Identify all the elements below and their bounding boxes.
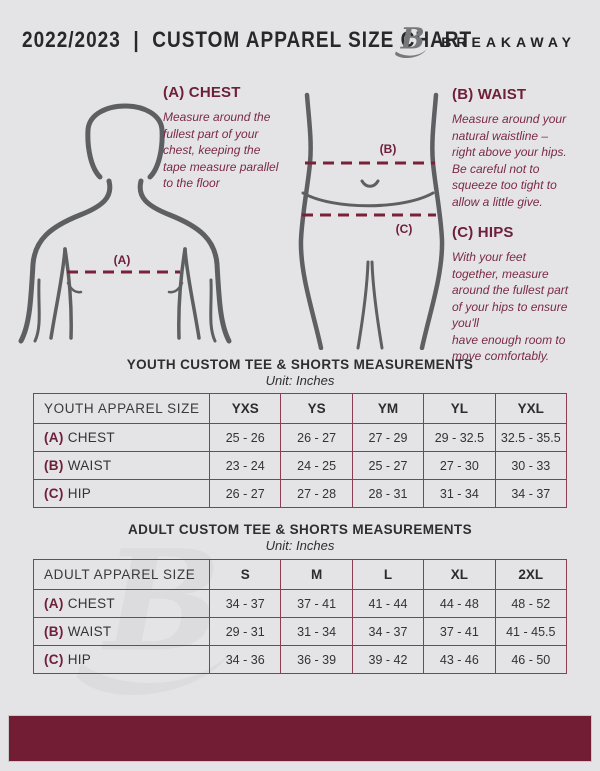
size-column-header: YS (280, 393, 353, 424)
measurement-cell: 24 - 25 (280, 451, 353, 480)
youth-section-title: YOUTH CUSTOM TEE & SHORTS MEASUREMENTS (126, 357, 474, 372)
measurement-cell: 41 - 44 (351, 589, 425, 618)
waist-instruction-body: Measure around your natural waistline – … (452, 112, 567, 209)
waist-instruction-heading: (B) WAIST (452, 86, 527, 103)
measurement-cell: 37 - 41 (280, 589, 353, 618)
size-column-header: S (208, 559, 282, 590)
measurement-cell: 27 - 30 (423, 451, 496, 480)
measurement-row: (C) HIP 26 - 27 27 - 28 28 - 31 31 - 34 34 - … (33, 479, 568, 508)
size-column-header: L (351, 559, 425, 590)
hip-line-label: (C) (396, 222, 413, 236)
size-column-header: YL (423, 393, 496, 424)
measurement-cell: 46 - 50 (494, 645, 568, 674)
measurement-cell: 30 - 33 (494, 451, 568, 480)
measurement-cell: 26 - 27 (280, 423, 353, 452)
brand-logo: B BREAKAWAY (394, 22, 576, 62)
brand-name: BREAKAWAY (441, 34, 576, 50)
row-letter: (C) (44, 486, 64, 501)
measurement-cell: 34 - 37 (208, 589, 282, 618)
waist-hip-instructions: (B) WAIST Measure around your natural wa… (452, 86, 594, 365)
measurement-cell: 31 - 34 (423, 479, 496, 508)
hips-instruction-heading: (C) HIPS (452, 224, 514, 241)
hips-instruction-body: With your feet together, measure around … (452, 250, 569, 363)
row-letter: (A) (44, 430, 64, 445)
measurement-row: (B) WAIST 23 - 24 24 - 25 25 - 27 27 - 30 30 … (33, 451, 568, 480)
apparel-size-header: YOUTH APPAREL SIZE (33, 393, 210, 424)
adult-section-unit: Unit: Inches (265, 538, 335, 553)
waist-line-label: (B) (380, 142, 397, 156)
measurement-cell: 34 - 37 (351, 617, 425, 646)
measurement-row: (A) CHEST 25 - 26 26 - 27 27 - 29 29 - 32.5 3… (33, 423, 568, 452)
row-letter: (B) (44, 458, 64, 473)
breakaway-b-icon: B (395, 22, 427, 59)
measurement-cell: 23 - 24 (208, 451, 282, 480)
measurement-label: (A) CHEST (33, 589, 210, 618)
row-letter: (C) (44, 652, 64, 667)
chest-line-label: (A) (114, 253, 131, 267)
measurement-cell: 34 - 36 (208, 645, 282, 674)
measurement-cell: 39 - 42 (351, 645, 425, 674)
size-column-header: YXL (494, 393, 568, 424)
measurement-label: (A) CHEST (33, 423, 210, 452)
measurement-cell: 27 - 29 (351, 423, 425, 452)
measurement-cell: 41 - 45.5 (494, 617, 568, 646)
measurement-cell: 48 - 52 (494, 589, 568, 618)
adult-size-table: ADULT APPAREL SIZE S M L XL 2XL (A) CHEST 34 - … (33, 559, 568, 674)
measurement-cell: 25 - 27 (351, 451, 425, 480)
measurement-cell: 29 - 31 (208, 617, 282, 646)
footer-accent-bar (8, 715, 592, 762)
size-header-row: YOUTH APPAREL SIZE YXS YS YM YL YXL (33, 393, 568, 424)
chest-instruction-heading: (A) CHEST (163, 84, 241, 101)
youth-section-unit: Unit: Inches (265, 373, 335, 388)
measurement-label: (B) WAIST (33, 451, 210, 480)
size-header-row: ADULT APPAREL SIZE S M L XL 2XL (33, 559, 568, 590)
size-column-header: YXS (208, 393, 282, 424)
chest-measurement-figure: (A) (18, 103, 232, 344)
measurement-cell: 25 - 26 (208, 423, 282, 452)
measurement-row: (A) CHEST 34 - 37 37 - 41 41 - 44 44 - 48 48 … (33, 589, 568, 618)
size-column-header: M (280, 559, 353, 590)
size-column-header: 2XL (494, 559, 568, 590)
adult-section-title: ADULT CUSTOM TEE & SHORTS MEASUREMENTS (128, 522, 472, 537)
measurement-cell: 37 - 41 (423, 617, 496, 646)
measurement-cell: 34 - 37 (494, 479, 568, 508)
chest-instruction-body: Measure around the fullest part of your … (163, 110, 279, 190)
measurement-row: (B) WAIST 29 - 31 31 - 34 34 - 37 37 - 41 41 … (33, 617, 568, 646)
measurement-label: (C) HIP (33, 645, 210, 674)
measurement-cell: 28 - 31 (351, 479, 425, 508)
measurement-cell: 31 - 34 (280, 617, 353, 646)
size-column-header: YM (351, 393, 425, 424)
measurement-label: (B) WAIST (33, 617, 210, 646)
youth-size-table: YOUTH APPAREL SIZE YXS YS YM YL YXL (A) CHEST 2… (33, 393, 568, 508)
measurement-cell: 36 - 39 (280, 645, 353, 674)
row-letter: (B) (44, 624, 64, 639)
apparel-size-header: ADULT APPAREL SIZE (33, 559, 210, 590)
row-letter: (A) (44, 596, 64, 611)
measurement-cell: 32.5 - 35.5 (494, 423, 568, 452)
chest-instruction: (A) CHEST Measure around the fullest par… (163, 84, 301, 192)
measurement-label: (C) HIP (33, 479, 210, 508)
measurement-cell: 43 - 46 (423, 645, 496, 674)
measurement-cell: 26 - 27 (208, 479, 282, 508)
measurement-cell: 29 - 32.5 (423, 423, 496, 452)
waist-hip-measurement-figure: (B) (C) (298, 92, 445, 350)
measurement-row: (C) HIP 34 - 36 36 - 39 39 - 42 43 - 46 46 - … (33, 645, 568, 674)
svg-text:B: B (400, 22, 425, 56)
measurement-cell: 44 - 48 (423, 589, 496, 618)
measurement-cell: 27 - 28 (280, 479, 353, 508)
size-column-header: XL (423, 559, 496, 590)
page-title: 2022/2023 | CUSTOM APPAREL SIZE CHART (22, 28, 473, 53)
